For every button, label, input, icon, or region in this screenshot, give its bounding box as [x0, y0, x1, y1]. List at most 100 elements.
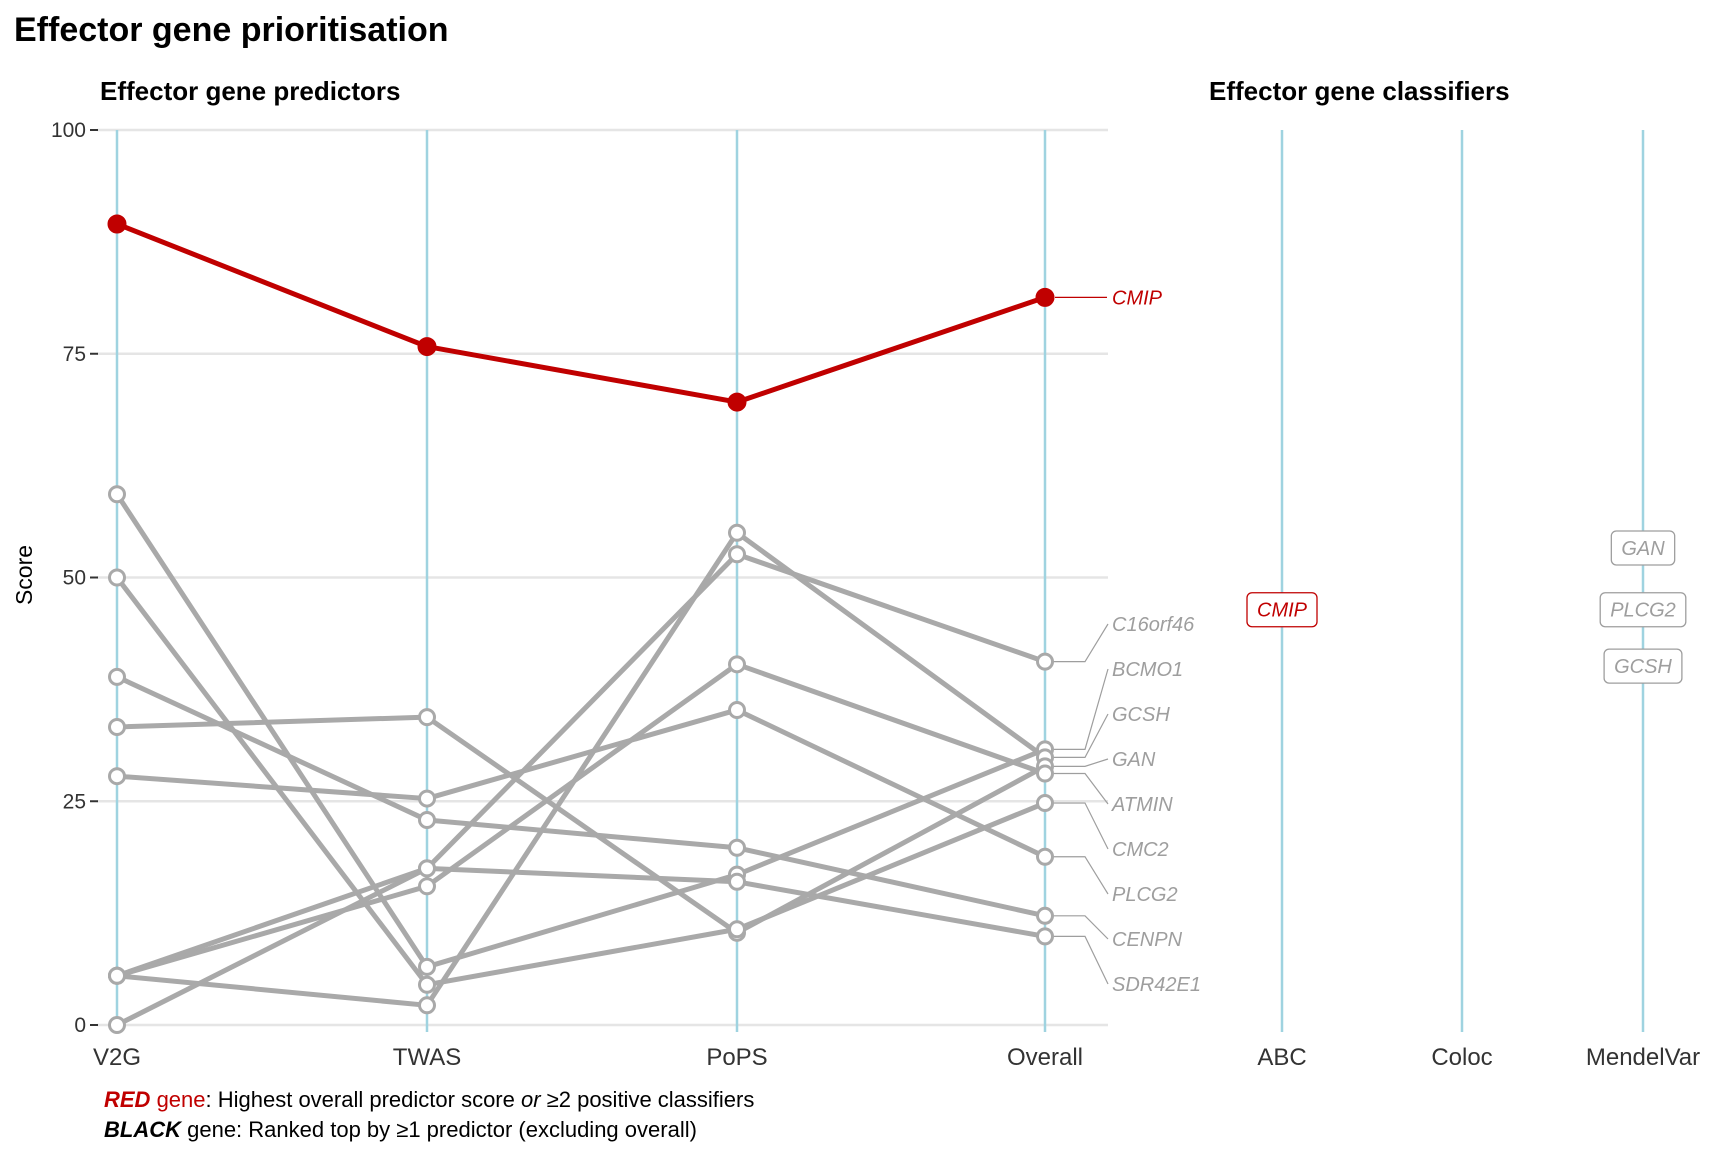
data-point-CMIP: [107, 214, 127, 234]
data-point-GCSH: [728, 523, 746, 542]
data-point-C16orf46: [1036, 652, 1054, 671]
badge-box-PLCG2: [1599, 592, 1687, 628]
y-tick-label: 100: [51, 119, 86, 142]
chart-title: Effector gene prioritisation: [14, 11, 449, 49]
y-tick-label: 75: [63, 343, 86, 366]
gene-label-PLCG2: PLCG2: [1112, 884, 1178, 906]
label-connector-CMC2: [1053, 802, 1109, 850]
series-line-SDR42E1: [114, 865, 1048, 1028]
data-point-CENPN: [418, 811, 436, 830]
data-point-CMIP: [727, 392, 747, 412]
legend-black-text: gene: Ranked top by ≥1 predictor (exclud…: [181, 1117, 697, 1142]
legend-black-strong: BLACK: [104, 1117, 183, 1142]
data-point-GAN: [418, 708, 436, 727]
data-point-ATMIN: [418, 877, 436, 896]
badge-label-GAN: GAN: [1621, 538, 1665, 560]
gene-label-C16orf46: C16orf46: [1112, 614, 1195, 636]
x-tick-label: MendelVar: [1586, 1044, 1700, 1071]
x-tick-label: V2G: [93, 1044, 141, 1071]
data-point-GCSH: [418, 996, 436, 1015]
data-point-ATMIN: [728, 655, 746, 674]
gene-label-CMIP: CMIP: [1112, 287, 1163, 309]
data-point-CENPN: [1036, 906, 1054, 925]
data-point-GAN: [108, 717, 126, 736]
badge-box-GCSH: [1603, 648, 1683, 684]
y-axis-ticks: 0 25 50 75 100: [51, 119, 98, 1037]
x-tick-label: PoPS: [706, 1044, 767, 1071]
legend: RED gene: Highest overall predictor scor…: [104, 1087, 754, 1142]
gene-labels: C16orf46 BCMO1 GCSH GAN ATMIN CMC2 PLCG2 CENPN S…: [1111, 287, 1201, 996]
legend-line-red: RED gene: Highest overall predictor scor…: [104, 1087, 754, 1112]
legend-red-or: or: [521, 1087, 542, 1112]
badge-box-GAN: [1610, 530, 1676, 566]
data-point-CMC2: [418, 975, 436, 994]
x-tick-label: Overall: [1007, 1044, 1083, 1071]
gene-label-BCMO1: BCMO1: [1112, 659, 1183, 681]
x-tick-label: TWAS: [393, 1044, 461, 1071]
data-point-SDR42E1: [728, 872, 746, 891]
data-point-CMC2: [728, 920, 746, 939]
data-point-ATMIN: [108, 966, 126, 985]
data-point-PLCG2: [1036, 847, 1054, 866]
data-point-SDR42E1: [1036, 927, 1054, 946]
data-point-CMC2: [1036, 794, 1054, 813]
data-point-BCMO1: [108, 485, 126, 504]
data-point-CMIP: [417, 337, 437, 357]
gene-label-CMC2: CMC2: [1112, 839, 1169, 861]
series-line-GAN: [114, 714, 1048, 936]
data-point-SDR42E1: [418, 859, 436, 878]
classifier-badge-PLCG2: PLCG2: [1599, 592, 1687, 628]
label-connector-CENPN: [1053, 915, 1109, 940]
classifier-badge-CMIP: CMIP: [1246, 592, 1318, 628]
data-point-CMC2: [108, 568, 126, 587]
data-point-PLCG2: [418, 789, 436, 808]
y-tick-label: 25: [63, 790, 86, 813]
data-point-C16orf46: [728, 545, 746, 564]
data-point-PLCG2: [728, 700, 746, 719]
y-axis-title: Score: [11, 545, 37, 605]
classifier-badge-GCSH: GCSH: [1603, 648, 1683, 684]
series-points: [107, 214, 1055, 1034]
series-line-ATMIN: [114, 661, 1048, 979]
label-connector-SDR42E1: [1053, 935, 1109, 985]
label-connectors: [1053, 296, 1109, 985]
data-point-CENPN: [728, 838, 746, 857]
y-tick-label: 0: [74, 1014, 86, 1037]
series-line-GCSH: [114, 530, 1048, 1008]
gene-label-CENPN: CENPN: [1112, 929, 1183, 951]
gridlines: [97, 128, 1108, 1027]
data-point-SDR42E1: [108, 1016, 126, 1034]
gene-label-ATMIN: ATMIN: [1111, 794, 1173, 816]
series-line-C16orf46: [114, 551, 1048, 979]
legend-red-strong: RED: [104, 1087, 151, 1112]
label-connector-GAN: [1053, 758, 1109, 767]
badge-box-CMIP: [1246, 592, 1318, 628]
gene-label-SDR42E1: SDR42E1: [1112, 974, 1201, 996]
classifiers-panel-title: Effector gene classifiers: [1209, 76, 1510, 106]
series-line-CENPN: [114, 674, 1048, 919]
legend-line-black: BLACK gene: Ranked top by ≥1 predictor (…: [104, 1117, 697, 1142]
legend-red-text1: : Highest overall predictor score: [206, 1087, 521, 1112]
gene-label-GAN: GAN: [1112, 749, 1156, 771]
data-point-BCMO1: [418, 957, 436, 976]
series-lines: [114, 221, 1048, 1028]
badge-label-CMIP: CMIP: [1257, 600, 1308, 622]
x-tick-label: ABC: [1257, 1044, 1306, 1071]
series-line-PLCG2: [114, 707, 1048, 860]
x-tick-label: Coloc: [1431, 1044, 1492, 1071]
label-connector-PLCG2: [1053, 856, 1109, 895]
classifier-badges: CMIP GAN PLCG2 GCSH: [1246, 530, 1687, 684]
y-tick-label: 50: [63, 567, 86, 590]
classifier-badge-GAN: GAN: [1610, 530, 1676, 566]
label-connector-ATMIN: [1053, 772, 1109, 805]
badge-label-PLCG2: PLCG2: [1610, 600, 1676, 622]
label-connector-C16orf46: [1053, 623, 1109, 663]
gene-label-GCSH: GCSH: [1112, 704, 1170, 726]
category-axes: V2G TWAS PoPS Overall ABC Coloc MendelVar: [93, 130, 1700, 1071]
series-line-CMC2: [114, 575, 1048, 988]
label-connector-BCMO1: [1053, 668, 1109, 750]
data-point-CMIP: [1035, 287, 1055, 307]
data-point-PLCG2: [108, 767, 126, 786]
legend-red-text2: ≥2 positive classifiers: [541, 1087, 755, 1112]
